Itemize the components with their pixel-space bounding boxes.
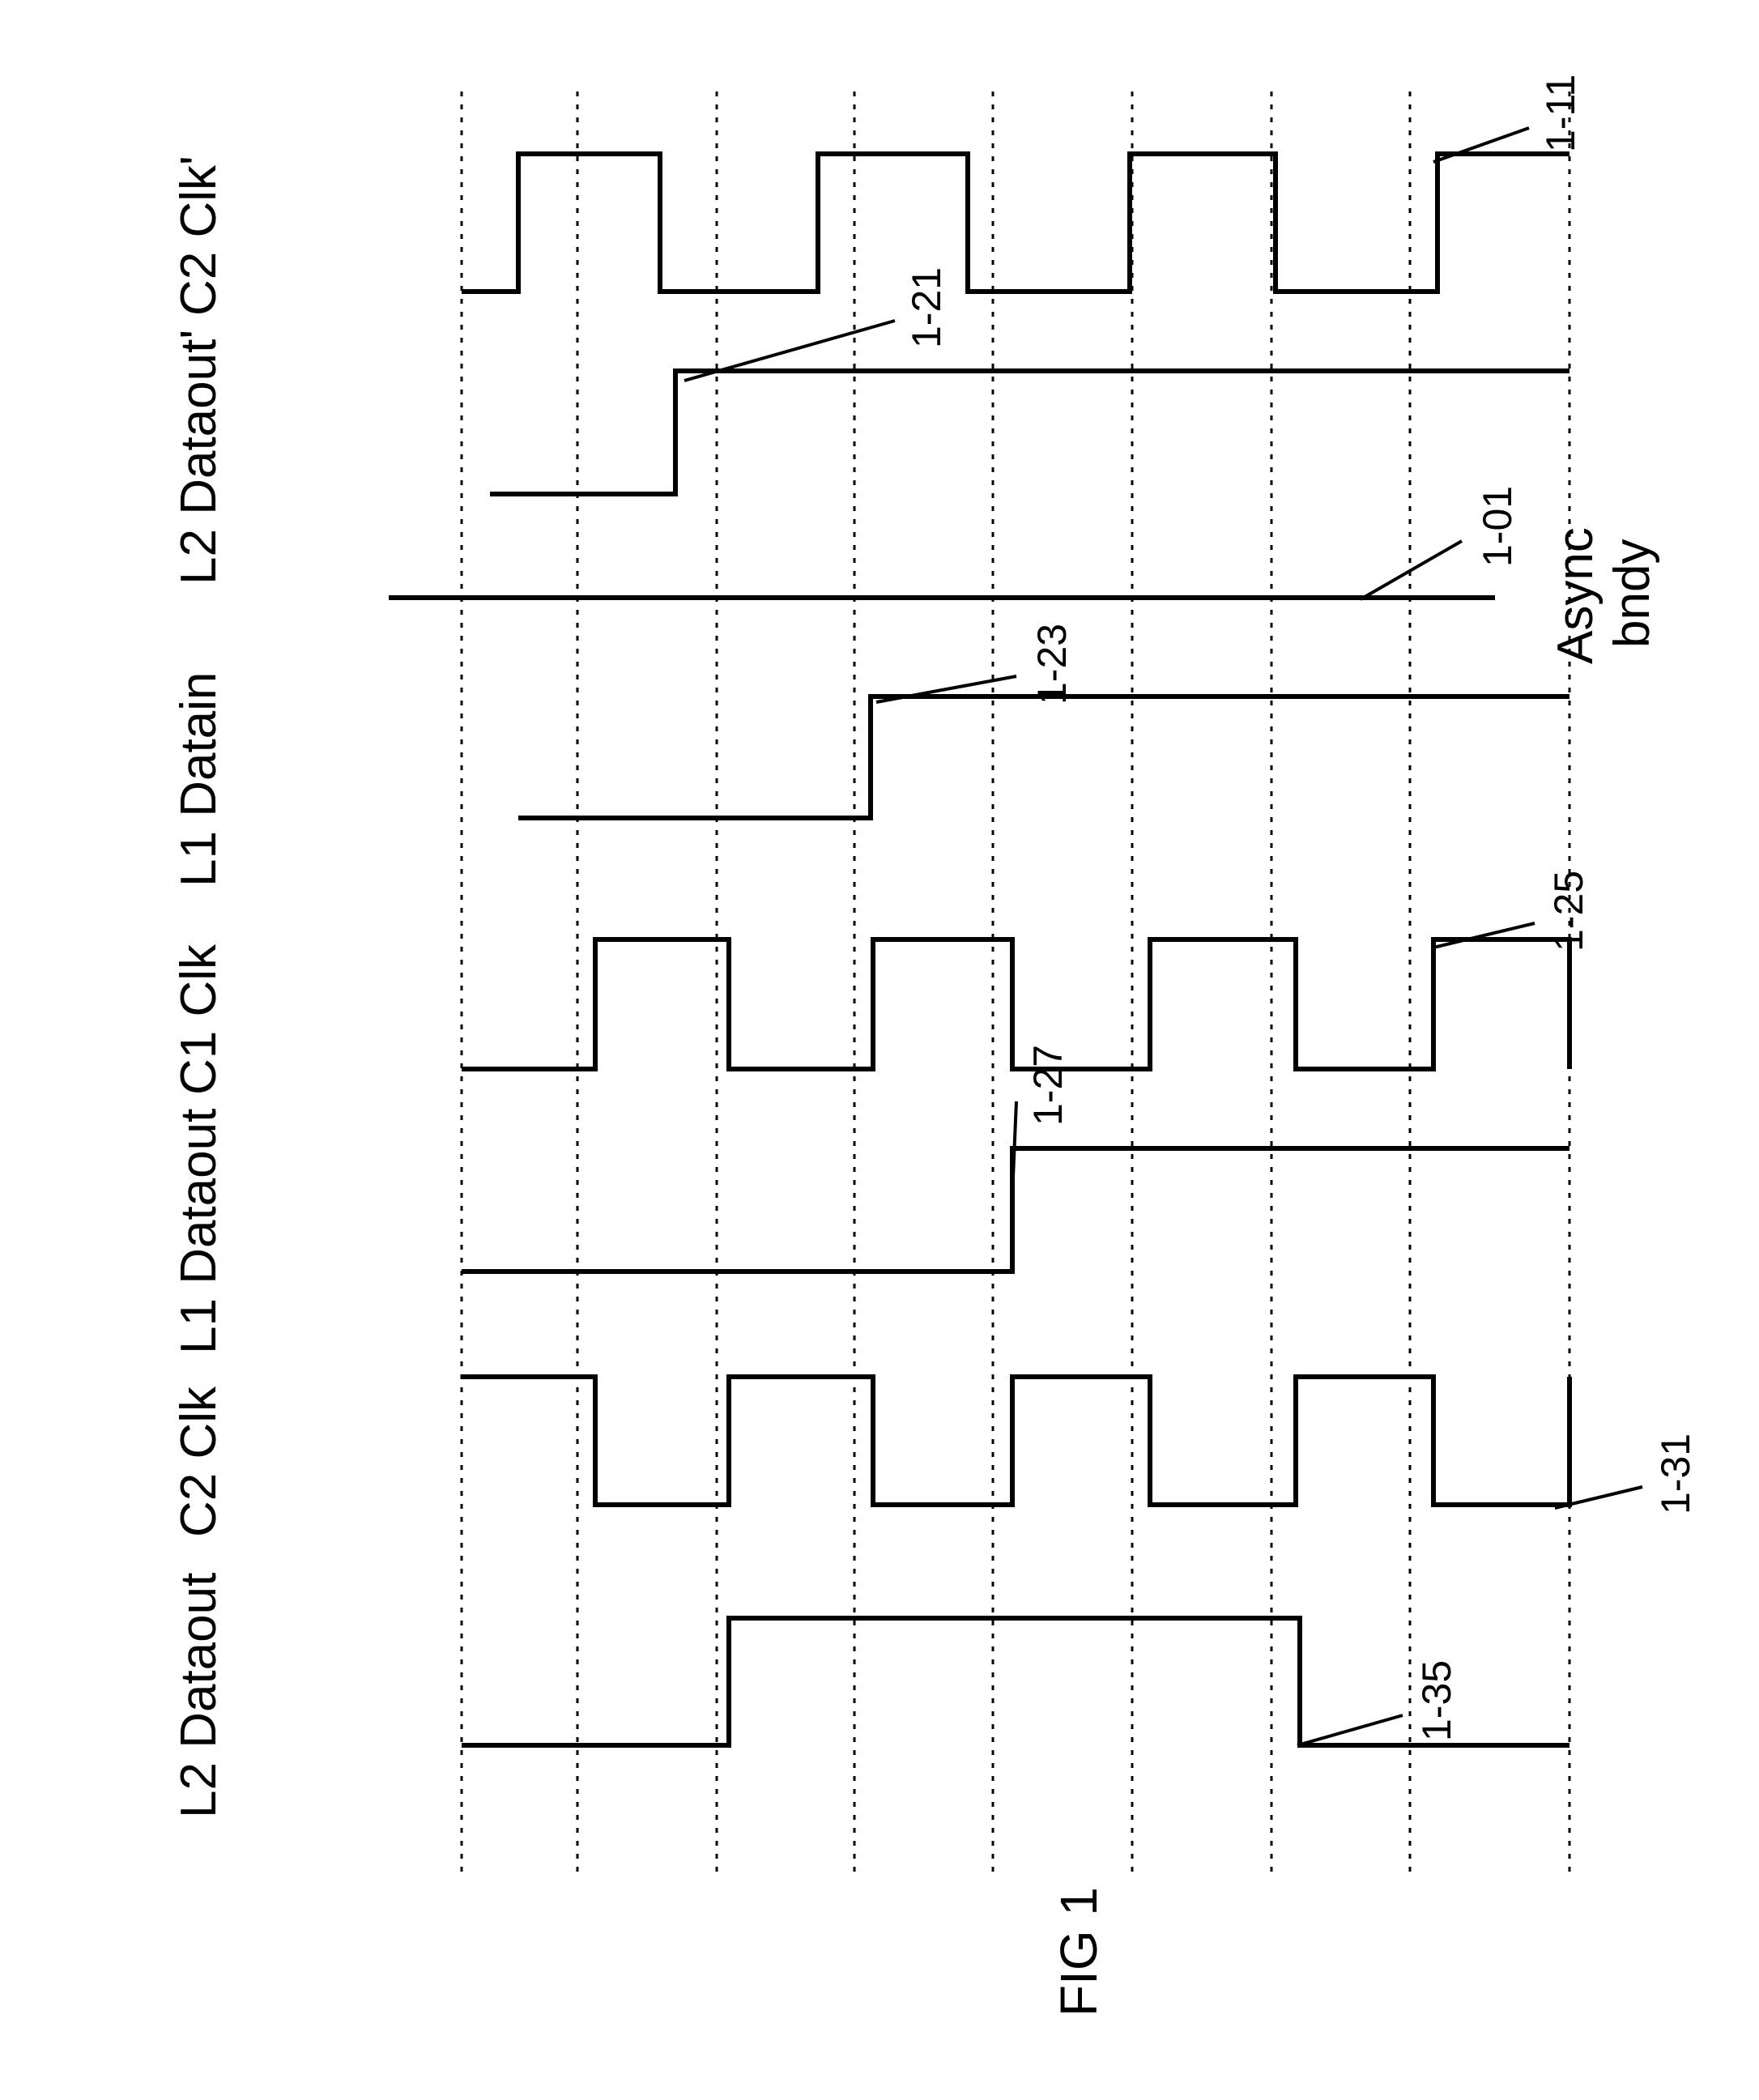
annot-1-27: 1-27	[1024, 1045, 1071, 1126]
annot-1-11: 1-11	[1537, 75, 1584, 152]
async-bndy-label-line1: Async	[1547, 527, 1604, 664]
annot-1-21: 1-21	[903, 267, 950, 348]
label-c2-clk: C2 Clk	[170, 1387, 228, 1537]
annot-1-23: 1-23	[1029, 624, 1075, 705]
label-c1-clk: C1 Clk	[170, 944, 228, 1095]
annot-1-35: 1-35	[1413, 1660, 1460, 1741]
label-l1-dataout: L1 Dataout	[170, 1109, 228, 1354]
label-l1-datain: L1 Datain	[170, 672, 228, 887]
timing-diagram: C2 Clk' L2 Dataout' L1 Datain C1 Clk L1 …	[0, 0, 1759, 2096]
label-c2-clk-prime: C2 Clk'	[170, 155, 228, 316]
figure-caption: FIG 1	[1049, 1887, 1109, 2017]
annot-1-01: 1-01	[1474, 486, 1521, 567]
annot-1-25: 1-25	[1545, 871, 1592, 952]
annot-1-31: 1-31	[1652, 1433, 1699, 1514]
async-bndy-label-line2: bndy	[1604, 539, 1661, 648]
label-l2-dataout: L2 Dataout	[170, 1573, 228, 1818]
label-l2-dataout-prime: L2 Dataout'	[170, 330, 228, 585]
diagram-svg	[0, 0, 1759, 2096]
